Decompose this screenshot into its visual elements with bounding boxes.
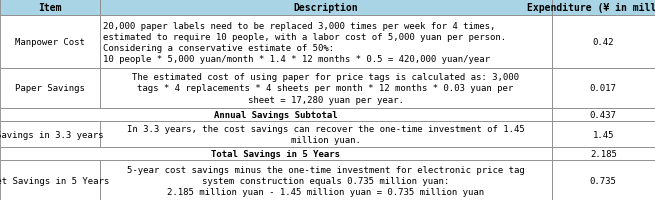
- Bar: [100, 16, 552, 69]
- Text: 5-year cost savings minus the one-time investment for electronic price tag
syste: 5-year cost savings minus the one-time i…: [126, 165, 525, 196]
- Bar: [100, 0, 552, 16]
- Text: 0.437: 0.437: [590, 110, 617, 119]
- Bar: [0, 121, 100, 148]
- Text: Manpower Cost: Manpower Cost: [15, 38, 84, 47]
- Text: 0.42: 0.42: [593, 38, 614, 47]
- Bar: [100, 161, 552, 200]
- Bar: [100, 121, 552, 148]
- Bar: [0, 69, 100, 108]
- Bar: [100, 69, 552, 108]
- Text: 0.017: 0.017: [590, 84, 617, 93]
- Text: 2.185: 2.185: [590, 150, 617, 159]
- Bar: [0, 0, 100, 16]
- Text: 1.45: 1.45: [593, 130, 614, 139]
- Text: Description: Description: [293, 3, 358, 13]
- Bar: [552, 161, 655, 200]
- Text: Savings in 3.3 years: Savings in 3.3 years: [0, 130, 103, 139]
- Text: Expenditure (¥ in million): Expenditure (¥ in million): [527, 3, 655, 13]
- Bar: [552, 69, 655, 108]
- Text: Net Savings in 5 Years: Net Savings in 5 Years: [0, 176, 109, 185]
- Bar: [552, 148, 655, 161]
- Bar: [552, 16, 655, 69]
- Bar: [552, 0, 655, 16]
- Text: 0.735: 0.735: [590, 176, 617, 185]
- Bar: [552, 108, 655, 121]
- Text: Annual Savings Subtotal: Annual Savings Subtotal: [214, 110, 337, 119]
- Bar: [0, 161, 100, 200]
- Text: Total Savings in 5 Years: Total Savings in 5 Years: [212, 150, 340, 159]
- Bar: [0, 108, 552, 121]
- Bar: [0, 16, 100, 69]
- Bar: [0, 148, 552, 161]
- Text: The estimated cost of using paper for price tags is calculated as: 3,000
tags * : The estimated cost of using paper for pr…: [132, 73, 519, 104]
- Text: Paper Savings: Paper Savings: [15, 84, 84, 93]
- Text: In 3.3 years, the cost savings can recover the one-time investment of 1.45
milli: In 3.3 years, the cost savings can recov…: [126, 124, 525, 144]
- Text: Item: Item: [38, 3, 62, 13]
- Bar: [552, 121, 655, 148]
- Text: 20,000 paper labels need to be replaced 3,000 times per week for 4 times,
estima: 20,000 paper labels need to be replaced …: [103, 22, 506, 64]
